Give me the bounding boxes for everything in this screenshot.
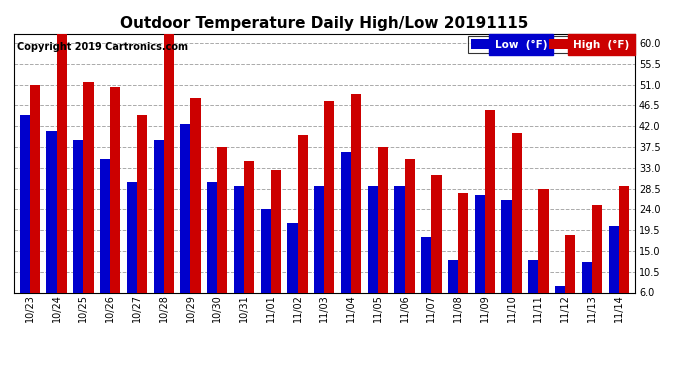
Bar	[73, 140, 83, 292]
Bar	[582, 262, 592, 292]
Bar	[270, 170, 281, 292]
Bar	[565, 235, 575, 292]
Bar	[180, 124, 190, 292]
Bar	[555, 286, 565, 292]
Bar	[83, 82, 94, 292]
Bar	[324, 101, 335, 292]
Bar	[395, 186, 404, 292]
Legend: Low  (°F), High  (°F): Low (°F), High (°F)	[468, 36, 633, 52]
Bar	[297, 135, 308, 292]
Bar	[609, 225, 619, 292]
Bar	[368, 186, 378, 292]
Bar	[431, 175, 442, 292]
Bar	[190, 99, 201, 292]
Bar	[137, 115, 147, 292]
Bar	[164, 34, 174, 292]
Bar	[110, 87, 120, 292]
Bar	[261, 209, 270, 292]
Bar	[314, 186, 324, 292]
Bar	[207, 182, 217, 292]
Bar	[619, 186, 629, 292]
Bar	[458, 193, 469, 292]
Bar	[529, 260, 538, 292]
Bar	[592, 205, 602, 292]
Bar	[100, 159, 110, 292]
Bar	[351, 94, 362, 292]
Title: Outdoor Temperature Daily High/Low 20191115: Outdoor Temperature Daily High/Low 20191…	[120, 16, 529, 31]
Bar	[217, 147, 228, 292]
Bar	[502, 200, 512, 292]
Bar	[234, 186, 244, 292]
Bar	[485, 110, 495, 292]
Bar	[475, 195, 485, 292]
Bar	[421, 237, 431, 292]
Bar	[30, 85, 40, 292]
Bar	[512, 133, 522, 292]
Bar	[127, 182, 137, 292]
Bar	[244, 161, 254, 292]
Bar	[153, 140, 164, 292]
Bar	[538, 189, 549, 292]
Bar	[341, 152, 351, 292]
Bar	[404, 159, 415, 292]
Bar	[46, 131, 57, 292]
Bar	[378, 147, 388, 292]
Text: Copyright 2019 Cartronics.com: Copyright 2019 Cartronics.com	[17, 42, 188, 51]
Bar	[448, 260, 458, 292]
Bar	[20, 115, 30, 292]
Bar	[57, 34, 67, 292]
Bar	[287, 223, 297, 292]
